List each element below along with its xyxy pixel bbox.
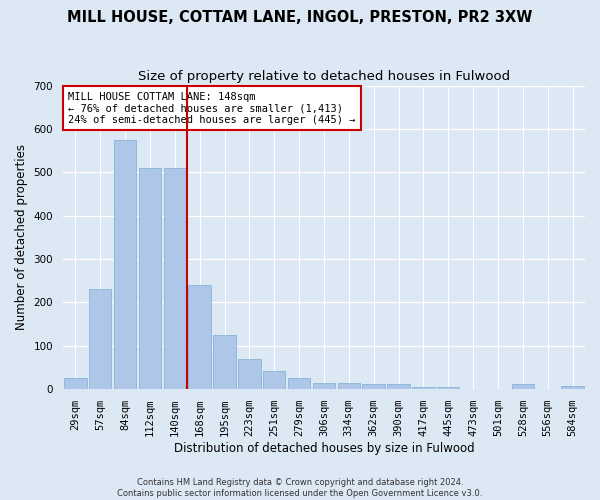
Bar: [412, 386, 434, 389]
Bar: [562, 386, 584, 389]
Bar: [512, 384, 534, 389]
Bar: [263, 371, 286, 389]
Bar: [338, 382, 360, 389]
Text: Contains HM Land Registry data © Crown copyright and database right 2024.
Contai: Contains HM Land Registry data © Crown c…: [118, 478, 482, 498]
Bar: [362, 384, 385, 389]
Bar: [139, 168, 161, 389]
Text: MILL HOUSE, COTTAM LANE, INGOL, PRESTON, PR2 3XW: MILL HOUSE, COTTAM LANE, INGOL, PRESTON,…: [67, 10, 533, 25]
Bar: [437, 386, 460, 389]
Bar: [288, 378, 310, 389]
X-axis label: Distribution of detached houses by size in Fulwood: Distribution of detached houses by size …: [173, 442, 474, 455]
Bar: [188, 285, 211, 389]
Bar: [313, 382, 335, 389]
Y-axis label: Number of detached properties: Number of detached properties: [15, 144, 28, 330]
Bar: [89, 290, 112, 389]
Bar: [64, 378, 86, 389]
Bar: [114, 140, 136, 389]
Title: Size of property relative to detached houses in Fulwood: Size of property relative to detached ho…: [138, 70, 510, 83]
Bar: [238, 359, 260, 389]
Bar: [164, 168, 186, 389]
Bar: [214, 335, 236, 389]
Text: MILL HOUSE COTTAM LANE: 148sqm
← 76% of detached houses are smaller (1,413)
24% : MILL HOUSE COTTAM LANE: 148sqm ← 76% of …: [68, 92, 356, 125]
Bar: [388, 384, 410, 389]
